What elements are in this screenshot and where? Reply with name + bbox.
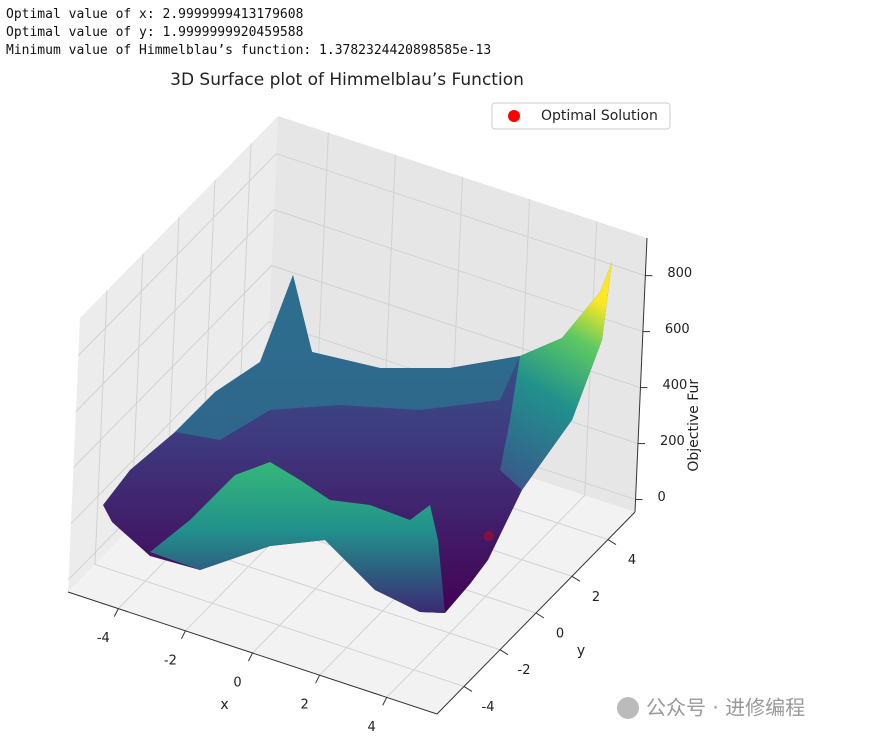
x-axis-line xyxy=(67,591,438,715)
chart-title: 3D Surface plot of Himmelblau’s Function xyxy=(170,70,524,90)
output-label: Minimum value of Himmelblau’s function: xyxy=(6,43,311,58)
z-tick-label: 600 xyxy=(665,322,690,337)
output-label: Optimal value of y: xyxy=(6,25,155,40)
y-tick-label: 2 xyxy=(592,590,600,605)
surface xyxy=(103,262,612,613)
grid-line xyxy=(94,290,465,687)
output-line: Optimal value of y: 1.9999999920459588 xyxy=(6,25,303,40)
y-tick-label: 0 xyxy=(556,627,564,642)
legend-label: Optimal Solution xyxy=(541,108,658,124)
y-tick-label: -2 xyxy=(518,663,531,678)
legend-box xyxy=(491,102,671,130)
watermark-text: 公众号 · 进修编程 xyxy=(646,696,805,720)
x-tick-mark xyxy=(315,674,321,684)
output-value: 1.3782324420898585e-13 xyxy=(319,43,491,58)
x-tick-label: -2 xyxy=(164,653,177,668)
x-tick-mark xyxy=(382,697,388,706)
y-axis-line xyxy=(436,511,636,715)
y-axis-label: y xyxy=(577,643,585,659)
x-tick-label: 0 xyxy=(233,676,241,691)
overlay: -4 -2 0 2 4 -4 -2 0 2 4 0 200 400 600 800 x y Objective F… xyxy=(67,237,702,735)
watermark: 公众号 · 进修编程 xyxy=(617,696,805,720)
y-tick-mark xyxy=(607,539,617,545)
y-tick-label: 4 xyxy=(628,553,636,568)
y-tick-mark xyxy=(499,649,509,656)
x-axis-label: x xyxy=(220,697,228,713)
output-line: Optimal value of x: 2.9999999413179608 xyxy=(6,7,303,22)
z-tick-label: 200 xyxy=(660,434,685,449)
y-tick-mark xyxy=(463,686,473,692)
z-tick-label: 800 xyxy=(667,266,692,281)
z-axis-label: Objective Function Value xyxy=(686,298,702,471)
output-line: Minimum value of Himmelblau’s function: 1… xyxy=(6,43,491,58)
optimal-point xyxy=(483,531,494,542)
x-tick-mark xyxy=(113,608,119,617)
watermark-icon xyxy=(617,697,639,719)
output-value: 2.9999999413179608 xyxy=(163,7,304,22)
x-tick-label: 4 xyxy=(368,720,376,735)
z-tick-label: 400 xyxy=(662,378,687,393)
x-tick-mark xyxy=(248,652,253,662)
y-tick-label: -4 xyxy=(482,700,495,715)
surface-wing xyxy=(500,262,612,490)
z-tick-label: 0 xyxy=(658,490,666,505)
grid-line xyxy=(77,153,646,356)
x-tick-label: -4 xyxy=(97,631,110,646)
surface-back-ridge xyxy=(175,275,520,440)
z-axis-line xyxy=(634,237,648,513)
legend-marker xyxy=(508,110,520,122)
surface-front-ridge xyxy=(150,462,445,613)
y-tick-mark xyxy=(535,612,545,619)
x-tick-label: 2 xyxy=(300,698,308,713)
grid-line xyxy=(73,265,641,468)
y-tick-mark xyxy=(571,575,581,582)
output-value: 1.9999999920459588 xyxy=(163,25,304,40)
grid-line xyxy=(75,209,644,412)
x-tick-mark xyxy=(180,630,186,640)
output-label: Optimal value of x: xyxy=(6,7,155,22)
